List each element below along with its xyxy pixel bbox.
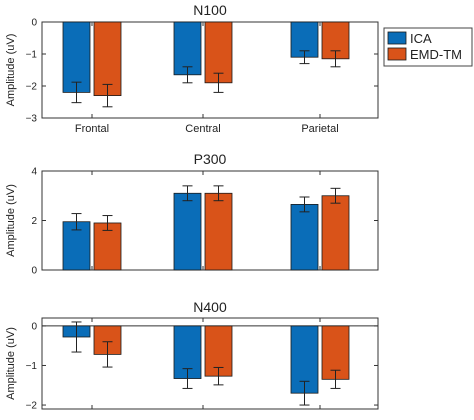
panel-p300: P300 Amplitude (uV) 0 2 4 bbox=[5, 151, 379, 277]
y-axis-label: Amplitude (uV) bbox=[5, 327, 17, 400]
bar-emd-tm-3 bbox=[321, 195, 350, 271]
bar-emd-tm-2 bbox=[204, 21, 233, 84]
panel-title: N400 bbox=[193, 299, 227, 315]
bar-ica-2 bbox=[173, 21, 202, 76]
axes-box bbox=[41, 317, 379, 410]
bar-ica-1 bbox=[62, 21, 91, 93]
y-axis-label: Amplitude (uV) bbox=[5, 34, 17, 107]
y-tick-label: −3 bbox=[26, 114, 38, 125]
legend-entry: EMD-TM bbox=[410, 47, 462, 62]
panel-title: N100 bbox=[193, 2, 227, 18]
bar-ica-3 bbox=[290, 21, 319, 58]
y-tick-label: −2 bbox=[26, 401, 38, 412]
y-axis-label: Amplitude (uV) bbox=[5, 184, 17, 257]
legend-entry: ICA bbox=[410, 31, 432, 46]
bar-emd-tm-2 bbox=[204, 192, 233, 271]
y-tick-label: −1 bbox=[26, 50, 38, 61]
y-tick-label: 2 bbox=[31, 216, 37, 227]
y-tick-label: −1 bbox=[26, 361, 38, 372]
x-category-label: Frontal bbox=[75, 123, 109, 135]
panel-title: P300 bbox=[194, 151, 227, 167]
bar-emd-tm-1 bbox=[93, 21, 122, 96]
x-category-label: Parietal bbox=[301, 123, 338, 135]
y-tick-label: −2 bbox=[26, 82, 38, 93]
bar-ica-3 bbox=[290, 204, 319, 271]
panel-n100: N100 Amplitude (uV) −3 −2 −1 0 Frontal Central P… bbox=[5, 2, 379, 135]
x-category-label: Central bbox=[185, 123, 220, 135]
y-tick-label: 0 bbox=[31, 266, 37, 277]
legend-swatch-ica bbox=[387, 31, 407, 45]
y-tick-label: 4 bbox=[31, 167, 37, 178]
y-tick-label: 0 bbox=[31, 321, 37, 332]
legend-swatch-emd-tm bbox=[387, 47, 407, 61]
y-tick-label: 0 bbox=[31, 18, 37, 29]
panel-n400: N400 Amplitude (uV) −2 −1 0 bbox=[5, 299, 379, 412]
bar-ica-2 bbox=[173, 192, 202, 271]
